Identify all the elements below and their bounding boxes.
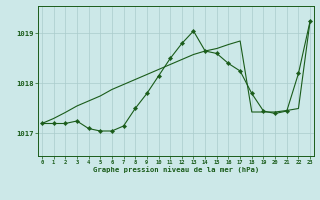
X-axis label: Graphe pression niveau de la mer (hPa): Graphe pression niveau de la mer (hPa) (93, 167, 259, 173)
